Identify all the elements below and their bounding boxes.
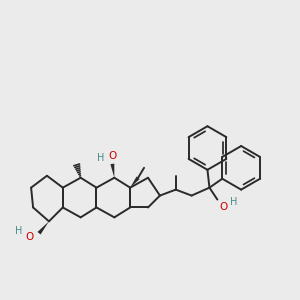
Text: H: H: [14, 226, 22, 236]
Polygon shape: [38, 221, 49, 235]
Text: H: H: [230, 196, 237, 206]
Polygon shape: [110, 164, 114, 178]
Text: O: O: [108, 151, 116, 161]
Text: H: H: [97, 153, 104, 163]
Text: O: O: [25, 232, 33, 242]
Text: O: O: [219, 202, 227, 212]
Polygon shape: [130, 176, 140, 188]
